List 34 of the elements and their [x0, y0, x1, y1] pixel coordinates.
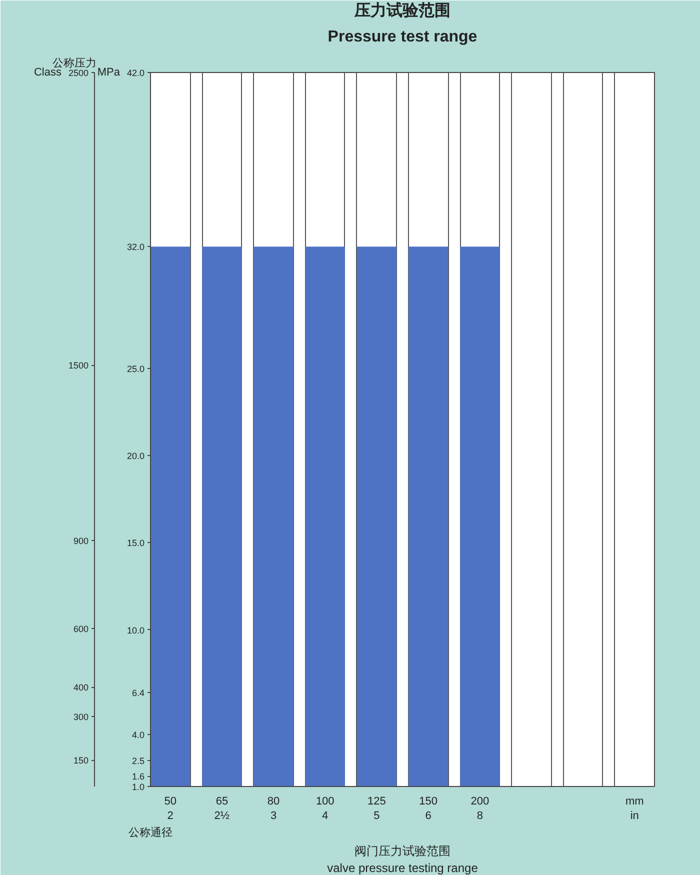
y-tick-label: 1.0 [132, 782, 145, 792]
y-tick-label: 1.6 [132, 772, 145, 782]
x-tick-label: 125 5 [368, 796, 386, 822]
y2-tick-label: 600 [73, 624, 89, 634]
text: 阀门压力试验范围 [354, 844, 450, 858]
x-tick-label: 80 3 [267, 796, 280, 822]
x-tick-label: 65 2½ [214, 796, 230, 822]
y2-tick-label: 900 [73, 536, 89, 546]
y2-axis-title: Class [34, 66, 62, 78]
x-tick-label: 150 6 [419, 796, 438, 822]
y2-tick-label: 1500 [68, 360, 89, 371]
y-tick-label: 2.5 [132, 756, 145, 766]
y2-tick-label: 150 [73, 756, 89, 766]
y-tick-label: 6.4 [132, 688, 145, 698]
text: valve pressure testing range [327, 861, 478, 875]
y2-tick-label: 2500 [68, 68, 89, 78]
x-tick-label: 200 8 [470, 796, 490, 822]
y-tick-label: 25.0 [126, 364, 145, 374]
x-tick-label: 50 2 [164, 796, 176, 822]
y2-tick-label: 400 [73, 682, 89, 693]
y-tick-label: 32.0 [126, 242, 145, 252]
y-tick-label: 20.0 [126, 451, 145, 462]
y-tick-label: 42.0 [126, 68, 145, 78]
y2-tick-label: 300 [73, 712, 89, 722]
x-tick-label: 100 4 [316, 796, 334, 822]
text: 公称压力 [52, 56, 96, 70]
x-axis-title: 公称通径 [128, 826, 172, 839]
y-tick-label: 10.0 [126, 625, 145, 636]
y-tick-label: 15.0 [126, 538, 145, 548]
y-tick-label: 4.0 [132, 730, 145, 740]
chart-subtitle: Pressure test range [328, 28, 478, 46]
chart-title: 压力试验范围 [354, 2, 450, 20]
x-tick-label: mm in [625, 796, 644, 822]
y-axis-title: MPa [97, 66, 121, 78]
